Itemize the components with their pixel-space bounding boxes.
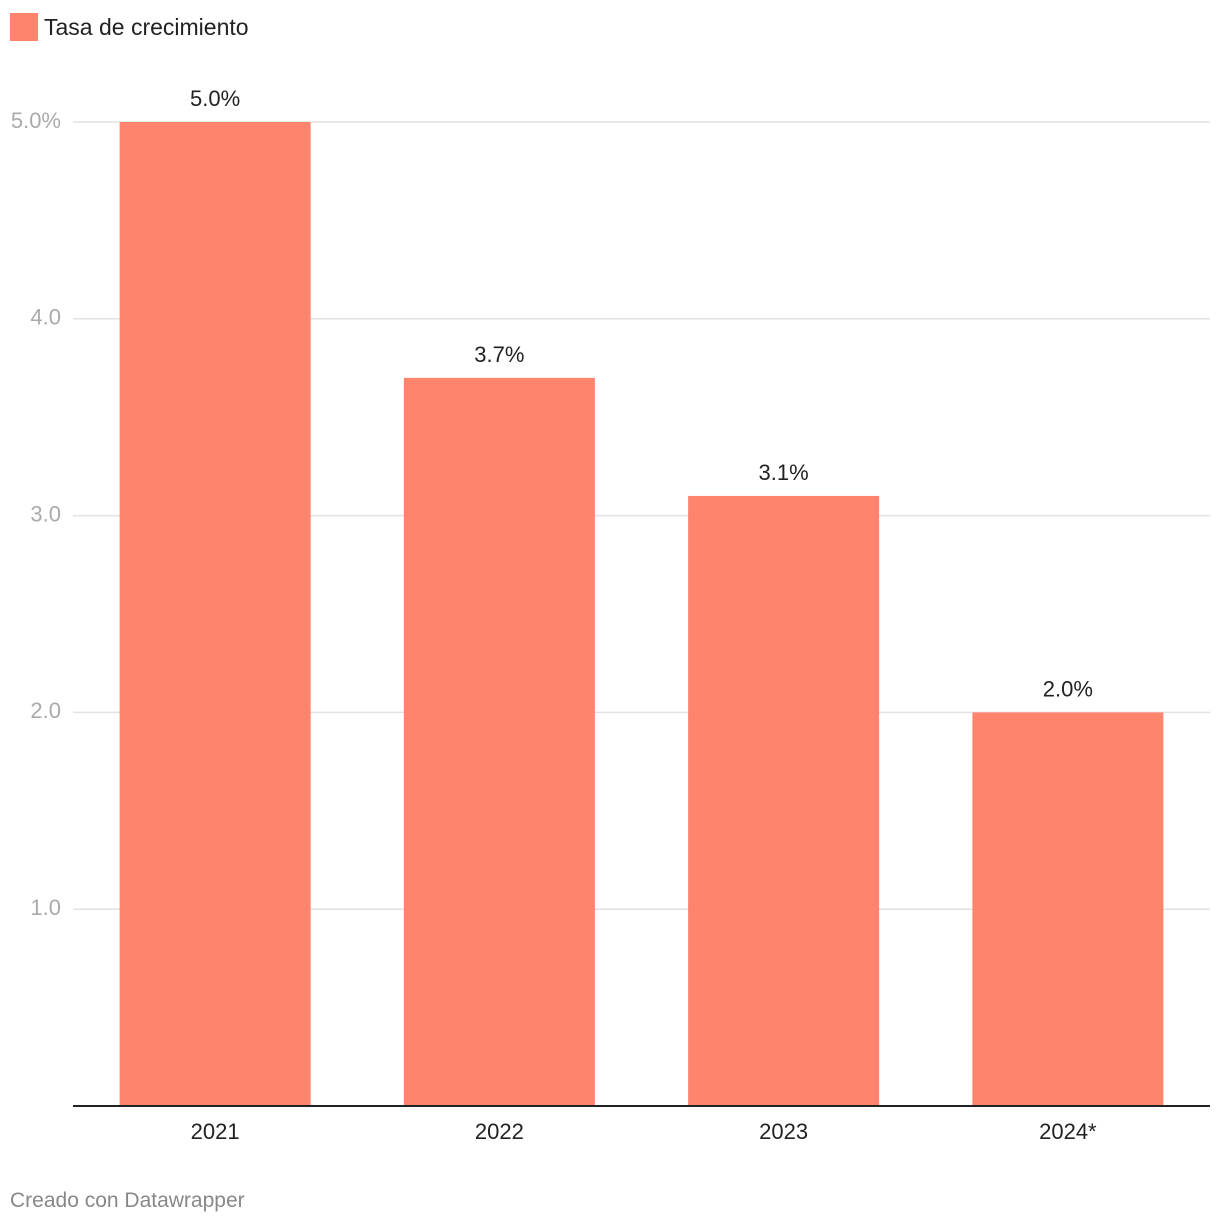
- bar: [688, 495, 880, 1106]
- x-tick-label: 2022: [475, 1119, 524, 1144]
- legend-swatch: [10, 13, 38, 41]
- x-tick-label: 2024*: [1039, 1119, 1097, 1144]
- legend: Tasa de crecimiento: [10, 12, 249, 42]
- y-tick-label: 1.0: [30, 895, 61, 920]
- x-tick-label: 2023: [759, 1119, 808, 1144]
- y-tick-label: 4.0: [30, 305, 61, 330]
- data-label: 2.0%: [1043, 676, 1093, 701]
- bar: [972, 712, 1164, 1106]
- data-label: 3.7%: [474, 342, 524, 367]
- x-tick-label: 2021: [191, 1119, 240, 1144]
- data-label: 3.1%: [759, 460, 809, 485]
- y-tick-label: 3.0: [30, 501, 61, 526]
- credit-text: Creado con Datawrapper: [10, 1189, 245, 1212]
- bar: [119, 122, 311, 1106]
- y-tick-label: 2.0: [30, 698, 61, 723]
- legend-label: Tasa de crecimiento: [44, 13, 249, 40]
- data-label: 5.0%: [190, 86, 240, 111]
- y-tick-label: 5.0%: [11, 108, 61, 133]
- bar: [403, 377, 595, 1107]
